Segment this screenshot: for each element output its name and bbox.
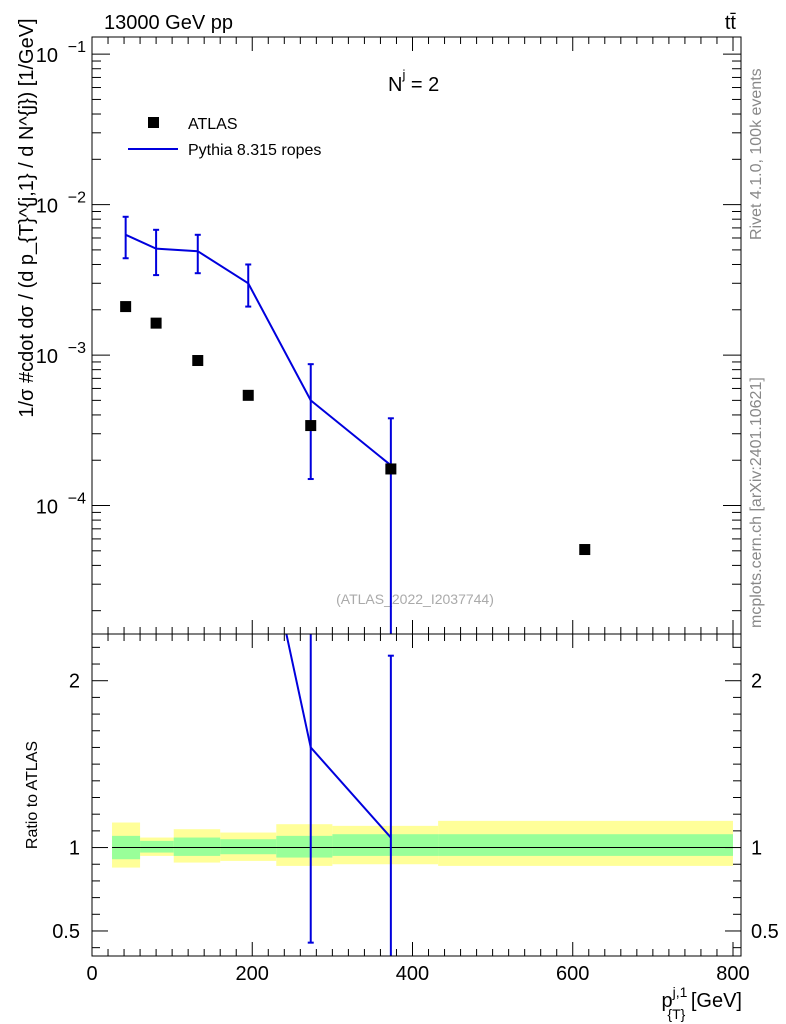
ratio-band-inner [276, 835, 333, 858]
ratio-uncertainty-bands [112, 820, 733, 868]
main-mc-line [125, 233, 392, 467]
main-y-tick-exponent: −3 [68, 340, 86, 357]
x-tick-label: 600 [556, 963, 589, 985]
x-tick-label: 400 [396, 963, 429, 985]
legend: ATLAS Pythia 8.315 ropes [128, 116, 321, 159]
analysis-id-watermark: (ATLAS_2022_I2037744) [336, 591, 494, 607]
annotation-main: N [388, 74, 402, 96]
main-y-axis-label: 1/σ #cdot dσ / (d p_{T}^{j,1} / d N^{j})… [16, 18, 38, 417]
ratio-band-inner [173, 837, 221, 856]
jet-multiplicity-annotation: Nj = 2 [388, 67, 439, 96]
ratio-y-tick-label-left: 2 [69, 671, 80, 693]
main-y-tick-label: 10 [36, 45, 58, 67]
atlas-data-point [579, 544, 591, 556]
ratio-band-inner [438, 834, 733, 856]
legend-label-pythia: Pythia 8.315 ropes [188, 142, 321, 159]
axes: 0 200 400 600 800 10 −1 10 −2 10 −3 10 −4 0.5 0.5 1 1 2 2 [36, 36, 779, 985]
x-tick-label: 200 [236, 963, 269, 985]
annotation-rest: = 2 [405, 74, 439, 96]
atlas-data-point [385, 463, 397, 475]
legend-label-atlas: ATLAS [188, 116, 238, 133]
ratio-y-tick-label-left: 0.5 [52, 921, 80, 943]
ratio-band-inner [220, 839, 277, 855]
main-y-tick-exponent: −2 [68, 190, 86, 207]
main-y-tick-label: 10 [36, 346, 58, 368]
legend-marker-atlas [148, 117, 159, 128]
x-axis-label-main: p [661, 990, 672, 1012]
x-tick-label: 0 [86, 963, 97, 985]
side-text-rivet: Rivet 4.1.0, 100k events [748, 68, 765, 240]
main-series [120, 215, 591, 634]
plot-title-left: 13000 GeV pp [104, 12, 233, 34]
atlas-data-point [120, 301, 132, 313]
main-y-tick-label: 10 [36, 196, 58, 218]
side-text-mcplots: mcplots.cern.ch [arXiv:2401.10621] [748, 377, 765, 628]
atlas-data-point [192, 355, 204, 367]
atlas-data-point [242, 389, 254, 401]
ratio-band-inner [332, 834, 439, 856]
ratio-y-tick-label-right: 2 [751, 671, 762, 693]
x-axis-label-sup: j,1 [672, 984, 688, 1000]
ratio-plot-frame [91, 633, 742, 957]
atlas-data-point [150, 317, 162, 329]
ratio-y-tick-label-right: 0.5 [751, 921, 779, 943]
ratio-band-inner [140, 840, 174, 853]
x-tick-label: 800 [716, 963, 749, 985]
main-y-tick-label: 10 [36, 497, 58, 519]
atlas-data-point [305, 420, 317, 432]
x-axis-label-sub: {T} [667, 1006, 685, 1022]
plot-title-right: tt̄ [725, 12, 737, 34]
ratio-mc-line [285, 634, 392, 839]
ratio-y-tick-label-right: 1 [751, 838, 762, 860]
ratio-y-tick-label-left: 1 [69, 838, 80, 860]
ratio-y-axis-label: Ratio to ATLAS [24, 741, 41, 849]
main-y-tick-exponent: −1 [68, 39, 86, 56]
main-y-tick-exponent: −4 [68, 491, 86, 508]
annotation-sup: j [401, 67, 405, 82]
x-axis-label: pj,1 {T} [GeV] [661, 984, 742, 1022]
x-axis-label-unit: [GeV] [685, 990, 742, 1012]
ratio-series [285, 634, 394, 956]
